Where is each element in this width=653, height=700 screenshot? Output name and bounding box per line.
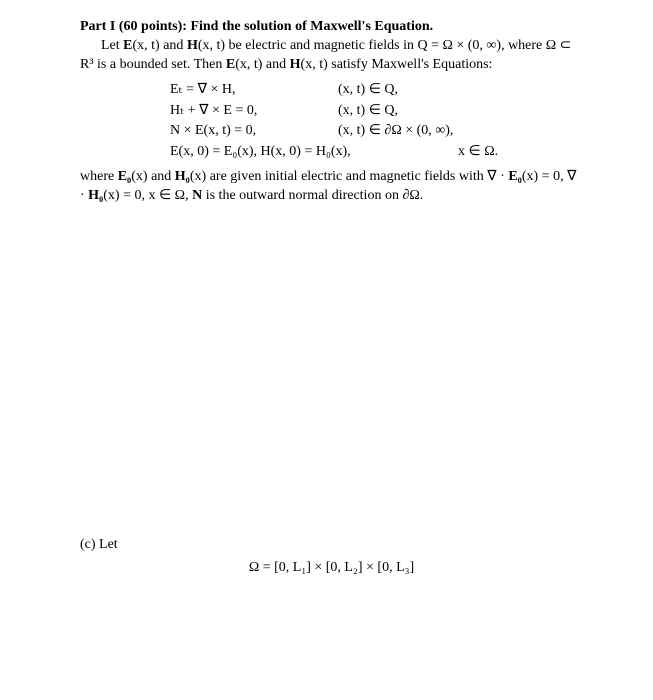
vector-E: E xyxy=(123,38,132,53)
eq-lhs: E(x, 0) = E₀(x), H(x, 0) = H₀(x), xyxy=(170,143,430,162)
eq-condition: (x, t) ∈ Q, xyxy=(338,81,398,100)
title-rest: Find the solution of Maxwell's Equation. xyxy=(187,19,433,34)
text: where xyxy=(80,169,118,184)
vector-N: N xyxy=(192,188,202,203)
eq-condition: x ∈ Ω. xyxy=(458,143,498,162)
eq-lhs: Hₜ + ∇ × E = 0, xyxy=(170,102,310,121)
vector-H0: H₀ xyxy=(88,188,103,203)
section-title: Part I (60 points): Find the solution of… xyxy=(80,18,583,37)
text: (x) and xyxy=(131,169,175,184)
vector-E: E xyxy=(226,57,235,72)
text: is the outward normal direction on ∂Ω. xyxy=(202,188,423,203)
part-c-equation: Ω = [0, L₁] × [0, L₂] × [0, L₃] xyxy=(80,559,583,578)
text: (x) are given initial electric and magne… xyxy=(190,169,508,184)
equation-block: Eₜ = ∇ × H, (x, t) ∈ Q, Hₜ + ∇ × E = 0, … xyxy=(170,81,583,163)
eq-lhs: N × E(x, t) = 0, xyxy=(170,122,310,141)
vector-E0: E₀ xyxy=(508,169,522,184)
vector-H: H xyxy=(290,57,301,72)
part-c: (c) Let xyxy=(80,536,583,555)
equation-row: N × E(x, t) = 0, (x, t) ∈ ∂Ω × (0, ∞), xyxy=(170,122,583,141)
intro-paragraph: Let E(x, t) and H(x, t) be electric and … xyxy=(80,37,583,75)
where-paragraph: where E₀(x) and H₀(x) are given initial … xyxy=(80,168,583,206)
equation-row: Hₜ + ∇ × E = 0, (x, t) ∈ Q, xyxy=(170,102,583,121)
vector-H: H xyxy=(187,38,198,53)
part-c-label: (c) Let xyxy=(80,536,140,555)
title-bold: Part I (60 points): xyxy=(80,19,187,34)
text: (x, t) satisfy Maxwell's Equations: xyxy=(301,57,493,72)
equation-row: E(x, 0) = E₀(x), H(x, 0) = H₀(x), x ∈ Ω. xyxy=(170,143,583,162)
vector-H0: H₀ xyxy=(175,169,190,184)
text: (x) = 0, x ∈ Ω, xyxy=(103,188,192,203)
eq-condition: (x, t) ∈ ∂Ω × (0, ∞), xyxy=(338,122,453,141)
vector-E0: E₀ xyxy=(118,169,132,184)
eq-lhs: Eₜ = ∇ × H, xyxy=(170,81,310,100)
text: (x, t) and xyxy=(235,57,289,72)
equation-row: Eₜ = ∇ × H, (x, t) ∈ Q, xyxy=(170,81,583,100)
eq-condition: (x, t) ∈ Q, xyxy=(338,102,398,121)
document-page: Part I (60 points): Find the solution of… xyxy=(0,0,653,578)
text: Let xyxy=(101,38,123,53)
text: (x, t) and xyxy=(133,38,187,53)
